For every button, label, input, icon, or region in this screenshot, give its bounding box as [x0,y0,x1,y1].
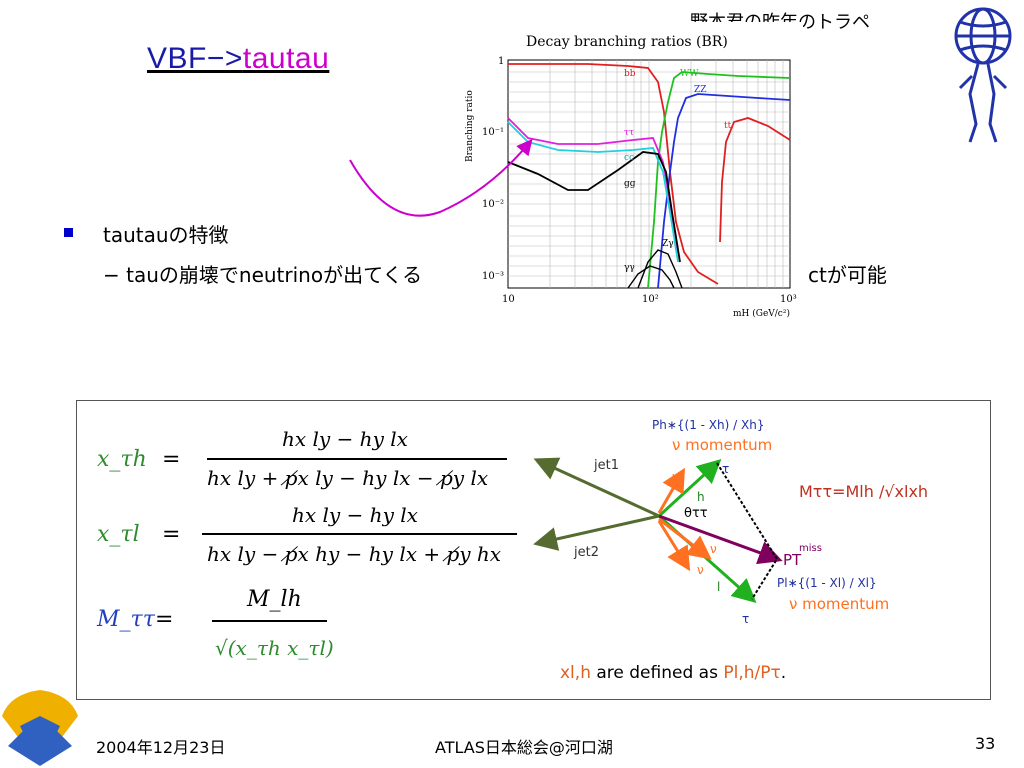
br-label-cc: cc [624,153,634,163]
br-label-zz: ZZ [694,85,707,95]
pt-miss-label: PT [783,551,802,569]
equals-sign: = [162,522,180,547]
xth-denominator: hx ly + p̸x ly − hy lx − p̸y lx [207,466,488,490]
pl-formula: Pl∗{(1 - Xl) / Xl} [777,576,877,590]
br-curve-tt [719,117,791,243]
br-curve-bb [508,63,719,285]
nu-momentum-bottom: ν momentum [789,595,889,613]
bullet-marker [64,228,73,237]
xtl-lhs: x_τl [97,522,140,547]
br-curve-cc [507,121,679,263]
br-ytick: 1 [498,56,504,67]
xth-numerator: hx ly − hy lx [282,427,408,451]
title-channel: tautau [242,42,330,75]
nu-label: ν [710,542,717,556]
nu-momentum-top: ν momentum [672,436,772,454]
br-curve-zgamma [637,249,683,289]
theta-label: θττ [684,506,708,521]
br-label-tautau: ττ [624,128,634,138]
br-plot-xlabel: mH (GeV/c²) [733,308,790,319]
br-plot-ylabel: Branching ratio [465,90,475,162]
tau-bottom-label: τ [742,612,749,626]
jet1-label: jet1 [593,458,619,473]
l-label: l [717,580,720,594]
br-label-gammagamma: γγ [624,263,635,273]
formula-panel: x_τh = hx ly − hy lx hx ly + p̸x ly − hy… [76,400,991,700]
xtl-denominator: hx ly − p̸x hy − hy lx + p̸y hx [207,542,501,566]
br-plot-title: Decay branching ratios (BR) [526,34,728,50]
tau-top-label: τ [722,462,729,476]
equals-sign: = [155,607,173,632]
bullet-text: tautauの特徴 [103,223,229,247]
br-xtick: 10³ [780,294,797,305]
jet2-label: jet2 [573,545,599,560]
xtl-numerator: hx ly − hy lx [292,503,418,527]
mtt-lhs: M_ττ [96,607,156,632]
title-prefix: VBF−> [147,42,243,75]
br-label-ww: WW [680,69,699,79]
definition-note: xl,h are defined as Pl,h/Pτ. [560,663,786,683]
slide-title: VBF−>tautau [147,42,329,76]
br-label-bb: bb [624,69,636,79]
highlight-arrow [349,138,533,217]
footer-date: 2004年12月23日 [96,738,226,757]
mtt-relation: Mττ=Mlh /√xlxh [799,482,928,501]
nu-label: ν [672,470,679,484]
nu-label: ν [697,563,704,577]
page-number: 33 [975,734,996,753]
br-curve-gg [507,151,681,263]
atlas-logo [954,7,1012,143]
branching-ratio-plot: Decay branching ratios (BR) Branching ra… [458,22,803,322]
sub-bullet-text-tail: ctが可能 [808,263,887,287]
mtt-denominator: √(x_τh x_τl) [215,636,334,660]
sub-bullet-text: − tauの崩壊でneutrinoが出てくる [103,263,423,287]
br-label-tt: tt [724,121,732,131]
br-xtick: 10² [642,294,659,305]
equals-sign: = [162,447,180,472]
university-logo [2,690,78,766]
xth-lhs: x_τh [97,447,147,472]
mtt-numerator: M_lh [246,587,302,612]
br-xtick: 10 [502,294,515,305]
br-label-zgamma: Zγ [662,239,674,249]
h-label: h [697,490,705,504]
br-label-gg: gg [624,179,636,189]
br-ytick: 10⁻¹ [482,127,504,138]
br-curve-gammagamma [627,265,675,289]
ph-formula: Ph∗{(1 - Xh) / Xh} [652,418,764,432]
br-curve-ww [647,71,791,289]
br-ytick: 10⁻³ [482,271,504,282]
footer-event: ATLAS日本総会@河口湖 [435,738,613,757]
pt-miss-sup: miss [799,543,822,554]
br-ytick: 10⁻² [482,199,504,210]
